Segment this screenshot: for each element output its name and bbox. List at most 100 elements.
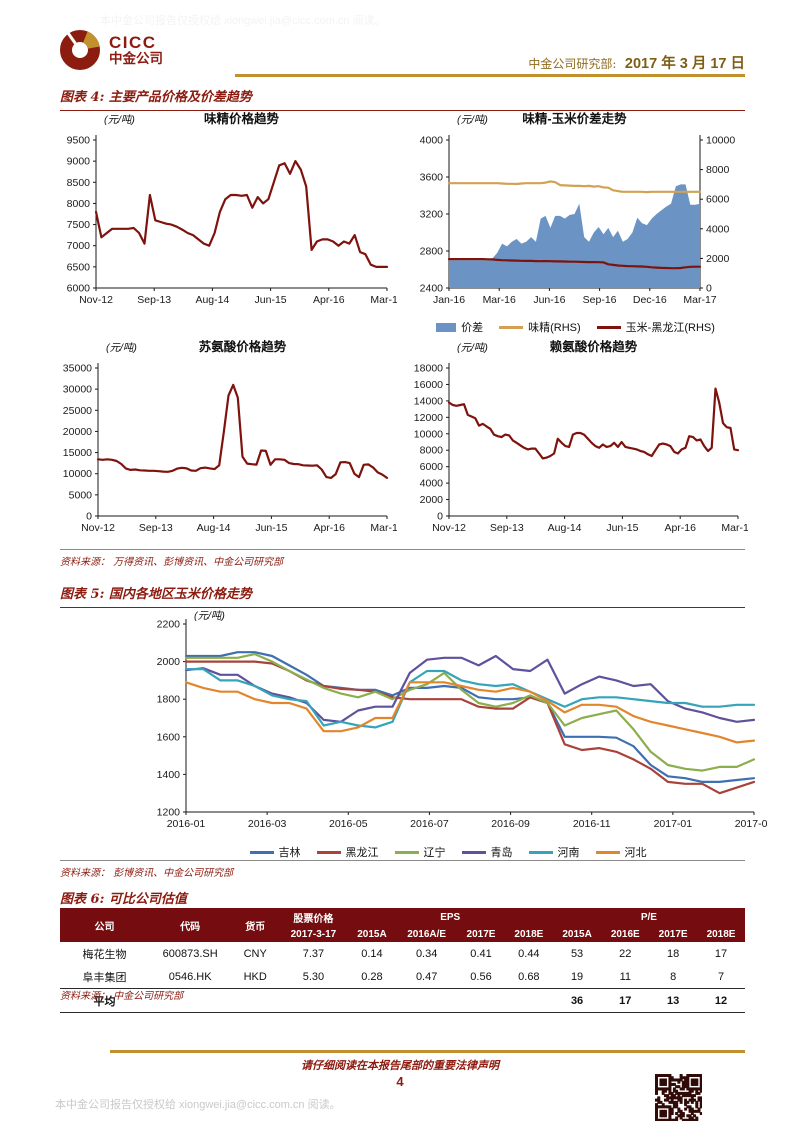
table-cell: 0.47 (415, 970, 438, 983)
svg-text:6000: 6000 (420, 461, 444, 473)
legend-label: 辽宁 (423, 847, 446, 859)
table-header-cell: 股票价格 (279, 908, 348, 927)
svg-text:Sep-16: Sep-16 (583, 294, 617, 306)
table-header-cell: 2015A (347, 927, 397, 942)
table-header-cell: 2017-3-17 (279, 927, 348, 942)
table-cell: 0.68 (518, 970, 540, 983)
svg-text:6000: 6000 (67, 283, 91, 295)
chart-threonine-price: 0 5000 10000 15000 20000 25000 30000 35000 Nov-1… (52, 338, 404, 548)
svg-text:Mar-17: Mar-17 (370, 294, 397, 306)
cicc-logo-icon (60, 30, 100, 70)
svg-text:赖氨酸价格趋势: 赖氨酸价格趋势 (550, 339, 638, 354)
valuation-table-body: 梅花生物 600873.SH CNY 7.37 0.14 0.34 0.41 0.44 53 22… (60, 942, 745, 1013)
svg-text:2016-09: 2016-09 (491, 818, 530, 830)
svg-text:Mar-17: Mar-17 (370, 522, 397, 534)
table-cell: HKD (243, 970, 267, 983)
table-cell: 5.30 (302, 970, 325, 983)
legend-swatch (249, 850, 274, 854)
table-cell (279, 988, 348, 1013)
svg-text:Dec-16: Dec-16 (633, 294, 667, 306)
legend-swatch (595, 850, 620, 854)
svg-text:2400: 2400 (420, 283, 444, 295)
svg-text:(元/吨): (元/吨) (106, 342, 137, 354)
table-header-cell: 2018E (697, 927, 745, 942)
legend-swatch (528, 850, 553, 854)
spread-chart-legend: 价差 味精(RHS) 玉米-黑龙江(RHS) (403, 319, 748, 335)
figure5-title: 图表 5: 国内各地区玉米价格走势 (60, 583, 745, 608)
svg-text:6000: 6000 (706, 194, 730, 206)
table-cell: 53 (570, 947, 584, 960)
legend-swatch (461, 850, 486, 854)
svg-text:14000: 14000 (414, 395, 443, 407)
svg-text:8000: 8000 (706, 164, 730, 176)
svg-text:9000: 9000 (67, 156, 91, 168)
svg-text:味精价格趋势: 味精价格趋势 (204, 111, 280, 126)
svg-text:2017-01: 2017-01 (654, 818, 693, 830)
table-row: 阜丰集团 0546.HK HKD 5.30 0.28 0.47 0.56 0.68 19 11 8 7 (60, 965, 745, 989)
table-cell: 36 (552, 988, 602, 1013)
table-cell: 18 (667, 947, 680, 960)
figure5-source: 资料来源： 彭博资讯、中金公司研究部 (60, 860, 745, 879)
svg-text:2016-01: 2016-01 (167, 818, 206, 830)
legend-item: 河南 (528, 844, 580, 860)
table-cell (504, 988, 553, 1013)
table-cell: 13 (649, 988, 698, 1013)
footer-rule (110, 1050, 745, 1053)
svg-text:Jan-16: Jan-16 (433, 294, 465, 306)
svg-text:Apr-16: Apr-16 (664, 522, 696, 534)
svg-text:7000: 7000 (67, 240, 91, 252)
svg-text:(元/吨): (元/吨) (104, 114, 135, 126)
svg-text:Sep-13: Sep-13 (490, 522, 524, 534)
table-cell: 600873.SH (162, 947, 218, 960)
table-header-cell: P/E (552, 908, 745, 927)
table-cell (347, 988, 397, 1013)
header-right: 中金公司研究部: 2017 年 3 月 17 日 (528, 52, 745, 73)
legend-swatch (596, 325, 621, 329)
legend-label: 河北 (624, 847, 647, 859)
svg-text:Jun-15: Jun-15 (606, 522, 638, 534)
valuation-table-wrap: 公司 代码 货币 股票价格 EPS P/E 2017-3-17 2015A 2016A/E 201… (60, 908, 745, 1013)
legend-item: 青岛 (461, 844, 513, 860)
table-cell: 0.56 (470, 970, 492, 983)
svg-text:Mar-16: Mar-16 (483, 294, 516, 306)
legend-swatch (316, 850, 341, 854)
svg-text:10000: 10000 (706, 135, 735, 147)
svg-text:Apr-16: Apr-16 (313, 522, 345, 534)
svg-text:Aug-14: Aug-14 (197, 522, 231, 534)
table-header-cell: 2017E (457, 927, 505, 942)
svg-text:Apr-16: Apr-16 (313, 294, 345, 306)
table-cell: 阜丰集团 (82, 971, 127, 984)
table-cell: 0.14 (361, 947, 383, 960)
table-cell: 17 (714, 947, 728, 960)
table-cell: 22 (619, 947, 632, 960)
svg-text:6500: 6500 (67, 261, 91, 273)
table-cell: 8 (670, 970, 677, 983)
legend-item: 河北 (595, 844, 647, 860)
table-cell: 0.34 (415, 947, 438, 960)
chart-lysine-price: 0 2000 4000 6000 8000 10000 12000 14000 16000 180… (403, 338, 755, 548)
table-header-cell: 2016E (601, 927, 650, 942)
table-header-cell: 2017E (649, 927, 698, 942)
svg-text:2017-03: 2017-03 (735, 818, 768, 830)
svg-text:12000: 12000 (414, 412, 443, 424)
svg-text:25000: 25000 (63, 405, 92, 417)
valuation-table-head: 公司 代码 货币 股票价格 EPS P/E 2017-3-17 2015A 2016A/E 201… (60, 908, 745, 942)
svg-text:2200: 2200 (157, 619, 181, 631)
valuation-table: 公司 代码 货币 股票价格 EPS P/E 2017-3-17 2015A 2016A/E 201… (60, 908, 745, 1013)
figure4-title: 图表 4: 主要产品价格及价差趋势 (60, 86, 745, 111)
table-cell: 0546.HK (168, 970, 212, 983)
legend-item: 味精(RHS) (499, 319, 581, 335)
table-cell: 0.44 (518, 947, 540, 960)
svg-text:Sep-13: Sep-13 (139, 522, 173, 534)
table-cell: 7.37 (302, 947, 325, 960)
svg-text:味精-玉米价差走势: 味精-玉米价差走势 (522, 111, 627, 126)
chart-corn-regional: 1200 1400 1600 1800 2000 2200 2016-01 2016-03 20… (128, 606, 774, 860)
svg-text:Jun-16: Jun-16 (533, 294, 565, 306)
svg-text:Nov-12: Nov-12 (432, 522, 466, 534)
svg-text:20000: 20000 (63, 426, 92, 438)
svg-text:Jun-15: Jun-15 (255, 522, 287, 534)
table-cell (149, 988, 232, 1013)
table-header-cell: 代码 (149, 908, 232, 942)
report-date: 2017 年 3 月 17 日 (624, 56, 745, 72)
svg-text:0: 0 (706, 283, 712, 295)
